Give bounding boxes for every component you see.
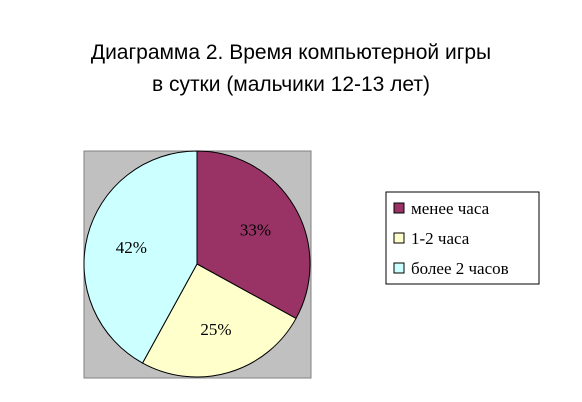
legend-swatch (393, 202, 405, 214)
chart-title-line-1: Диаграмма 2. Время компьютерной игры (90, 41, 492, 64)
pie-data-label: 42% (116, 238, 147, 257)
legend-label: 1-2 часа (411, 229, 470, 248)
pie-slice (83, 150, 198, 364)
legend-box (385, 191, 540, 285)
legend-label: менее часа (411, 199, 490, 218)
pie-slice (196, 150, 311, 320)
legend-swatch (393, 232, 405, 244)
pie-data-labels: 33% 25% 42% (116, 221, 271, 340)
chart-title-line-2: в сутки (мальчики 12-13 лет) (151, 73, 431, 96)
chart-title: Диаграмма 2. Время компьютерной игры в с… (0, 37, 582, 101)
legend: менее часа 1-2 часа более 2 часов (385, 191, 540, 285)
pie-data-label: 33% (240, 221, 271, 240)
legend-swatch (393, 262, 405, 274)
pie-data-label: 25% (200, 320, 231, 339)
pie-slices (83, 150, 311, 378)
legend-label: более 2 часов (411, 259, 509, 278)
pie-slice (141, 263, 297, 378)
